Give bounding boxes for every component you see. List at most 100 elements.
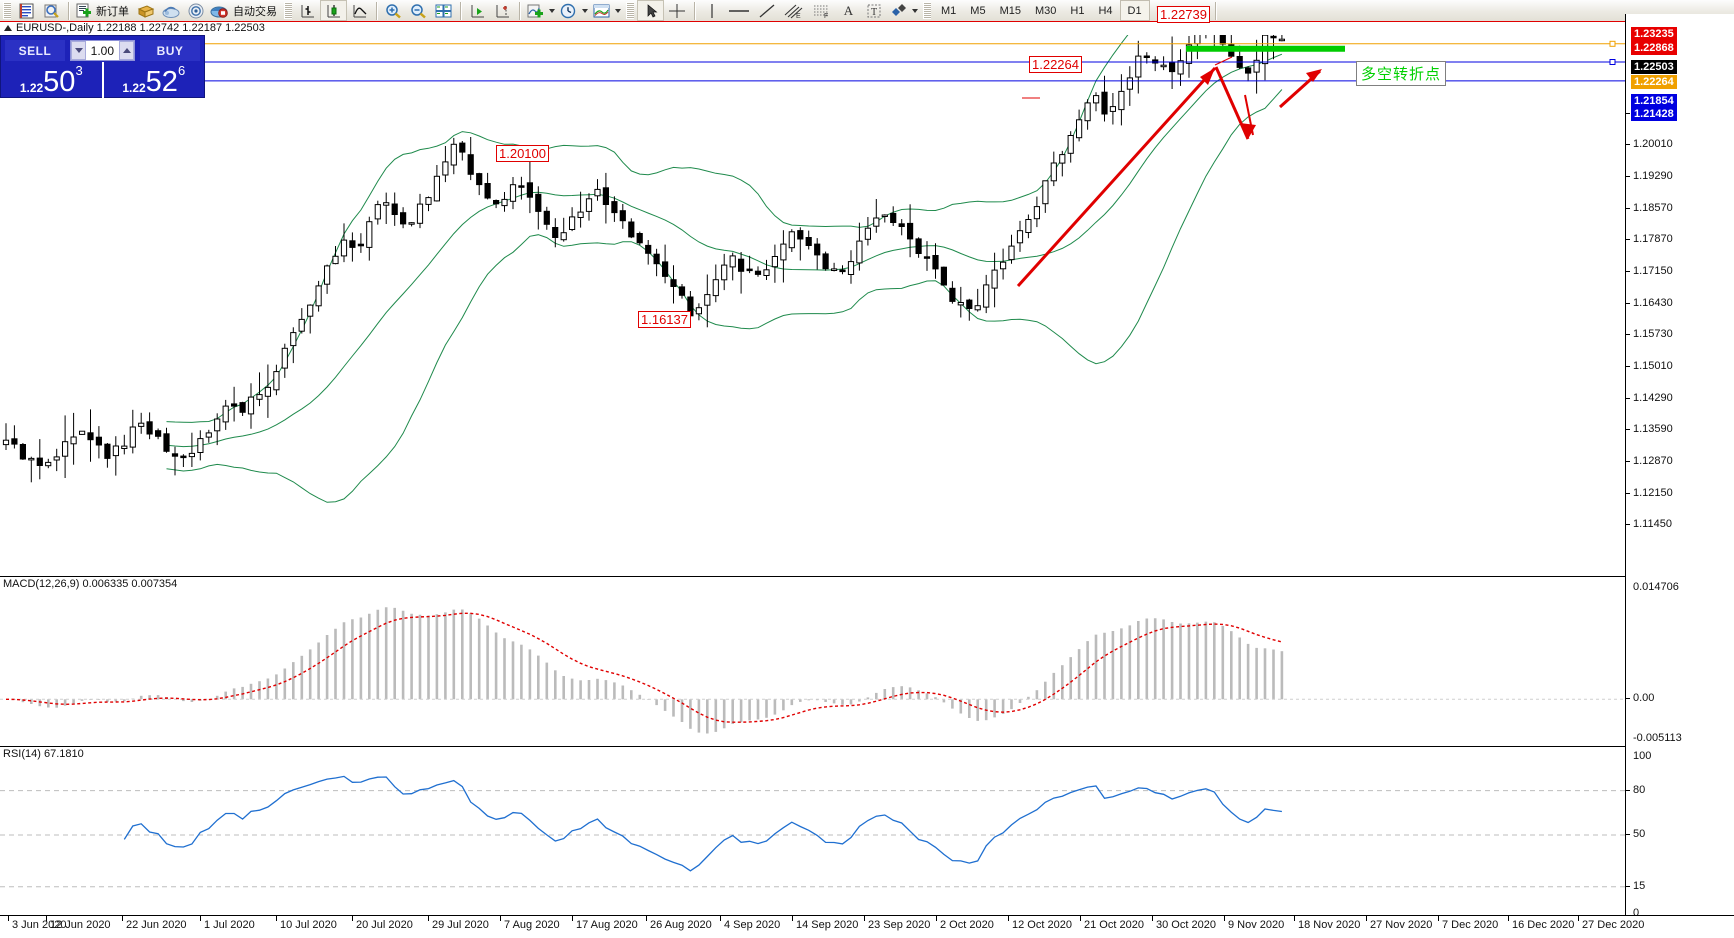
line-chart-icon[interactable]	[347, 1, 372, 20]
cursor-icon[interactable]	[637, 0, 664, 21]
macd-scale-label-zero: 0.00	[1633, 692, 1655, 705]
toolbar-grip-1[interactable]	[3, 2, 11, 19]
rsi-scale-label-0: 0	[1633, 907, 1640, 919]
timeframe-h4[interactable]: H4	[1098, 4, 1113, 17]
volume-value[interactable]: 1.00	[90, 43, 114, 58]
price-scale-label: 1.18570	[1633, 201, 1673, 214]
equidistant-channel-icon[interactable]: E	[780, 1, 808, 20]
date-axis-label: 10 Jul 2020	[280, 919, 337, 931]
volume-increment-button[interactable]	[119, 41, 134, 60]
volume-input[interactable]: 1.00	[70, 40, 135, 61]
price-scale-tick	[1626, 302, 1630, 304]
zoom-in-icon[interactable]	[381, 1, 406, 20]
chart-minimize-icon[interactable]	[4, 25, 12, 31]
timeframe-m30[interactable]: M30	[1034, 4, 1057, 17]
price-tag-123235[interactable]: 1.23235	[1631, 27, 1677, 41]
text-icon[interactable]: A	[843, 2, 854, 18]
price-scale-label: 1.11450	[1633, 517, 1672, 530]
price-tag-122868[interactable]: 1.22868	[1631, 41, 1677, 55]
zoom-out-icon[interactable]	[406, 1, 431, 20]
date-axis-tick	[1152, 916, 1153, 921]
date-axis-tick	[1224, 916, 1225, 921]
market-watch-icon[interactable]	[14, 1, 39, 20]
toolbar-grip-2[interactable]	[284, 2, 292, 19]
price-scale-tick	[1626, 428, 1630, 430]
rsi-pane[interactable]: RSI(14) 67.1810	[0, 746, 1625, 915]
periods-icon[interactable]	[557, 1, 590, 20]
autotrading-button[interactable]: 自动交易	[208, 1, 281, 20]
sell-price[interactable]: 1.22 50 3	[1, 62, 102, 98]
price-label-122739[interactable]: 1.22739	[1157, 6, 1210, 23]
price-scale[interactable]: 1.207101.200101.192901.185701.178701.171…	[1625, 14, 1734, 919]
date-axis-label: 12 Jun 2020	[50, 919, 111, 931]
date-axis-tick	[1008, 916, 1009, 921]
strategy-tester-icon[interactable]	[158, 1, 183, 20]
templates-icon[interactable]	[590, 1, 623, 20]
main-toolbar[interactable]: 新订单 自动交易	[0, 0, 1734, 22]
timeframe-h1[interactable]: H1	[1070, 4, 1085, 17]
shapes-dropdown-caret[interactable]	[912, 8, 918, 13]
templates-dropdown-caret[interactable]	[615, 8, 621, 13]
date-axis[interactable]: 3 Jun 2020 12 Jun 2020 22 Jun 2020 1 Jul 20…	[0, 915, 1734, 938]
macd-scale-label-max: 0.014706	[1633, 581, 1679, 593]
indicators-icon[interactable]	[524, 1, 557, 20]
indicators-dropdown-caret[interactable]	[549, 8, 555, 13]
one-click-trading-panel[interactable]: SELL 1.00 BUY 1.22 50 3 1.22 52 6	[0, 35, 205, 98]
shapes-icon[interactable]	[886, 1, 920, 20]
timeframe-m5[interactable]: M5	[970, 4, 986, 17]
price-chart-pane[interactable]	[0, 35, 1625, 535]
timeframe-d1[interactable]: D1	[1119, 0, 1150, 21]
price-scale-tick	[1626, 365, 1630, 367]
signals-icon[interactable]	[183, 1, 208, 20]
svg-text:T: T	[871, 7, 877, 18]
trendline-icon[interactable]	[754, 1, 780, 20]
price-label-122264[interactable]: 1.22264	[1029, 56, 1082, 73]
macd-scale-label-min: -0.005113	[1633, 732, 1682, 744]
price-tag-122503[interactable]: 1.22503	[1631, 60, 1677, 74]
buy-button[interactable]: BUY	[140, 40, 200, 61]
crosshair-icon[interactable]	[664, 1, 690, 20]
bar-chart-icon[interactable]	[295, 1, 320, 20]
tile-windows-icon[interactable]	[431, 1, 456, 20]
toolbar-grip-3[interactable]	[626, 2, 634, 19]
page-title: EURUSD-,Daily 1.22188 1.22742 1.22187 1.…	[16, 22, 265, 34]
date-axis-label: 27 Dec 2020	[1582, 919, 1645, 931]
text-label-icon[interactable]: T	[861, 1, 886, 20]
price-tag-121428[interactable]: 1.21428	[1631, 107, 1677, 121]
periods-dropdown-caret[interactable]	[582, 8, 588, 13]
price-scale-label: 1.14290	[1633, 391, 1673, 404]
svg-text:E: E	[796, 13, 801, 19]
date-axis-label: 12 Oct 2020	[1012, 919, 1072, 931]
volume-decrement-button[interactable]	[71, 41, 86, 60]
price-tag-122264[interactable]: 1.22264	[1631, 75, 1677, 89]
expert-advisors-icon[interactable]	[133, 1, 158, 20]
timeframe-m15[interactable]: M15	[999, 4, 1021, 17]
macd-label: MACD(12,26,9) 0.006335 0.007354	[3, 578, 178, 590]
price-scale-tick	[1626, 270, 1630, 272]
date-axis-label: 17 Aug 2020	[576, 919, 638, 931]
date-axis-tick	[276, 916, 277, 921]
date-axis-tick	[1080, 916, 1081, 921]
auto-scroll-icon[interactable]	[465, 1, 490, 20]
buy-price[interactable]: 1.22 52 6	[101, 62, 205, 98]
horizontal-line-icon[interactable]	[724, 1, 754, 20]
price-scale-label: 1.12150	[1633, 486, 1673, 499]
timeframe-m1[interactable]: M1	[941, 4, 957, 17]
price-label-120100[interactable]: 1.20100	[496, 145, 549, 162]
macd-pane[interactable]: MACD(12,26,9) 0.006335 0.007354	[0, 576, 1625, 745]
date-axis-tick	[720, 916, 721, 921]
rsi-scale-label-50: 50	[1633, 828, 1646, 840]
chart-shift-icon[interactable]	[490, 1, 515, 20]
toolbar-grip-4[interactable]	[923, 2, 931, 19]
date-axis-tick	[428, 916, 429, 921]
chinese-note-turning-point[interactable]: 多空转折点	[1356, 61, 1447, 86]
new-order-button[interactable]: 新订单	[73, 1, 133, 20]
date-axis-tick	[500, 916, 501, 921]
sell-button[interactable]: SELL	[5, 40, 65, 61]
price-label-116137[interactable]: 1.16137	[638, 311, 691, 328]
vertical-line-icon[interactable]	[699, 1, 724, 20]
fibonacci-icon[interactable]: F	[808, 1, 836, 20]
candlestick-chart-icon[interactable]	[320, 0, 347, 21]
data-window-icon[interactable]	[39, 1, 64, 20]
price-tag-121854[interactable]: 1.21854	[1631, 94, 1677, 108]
